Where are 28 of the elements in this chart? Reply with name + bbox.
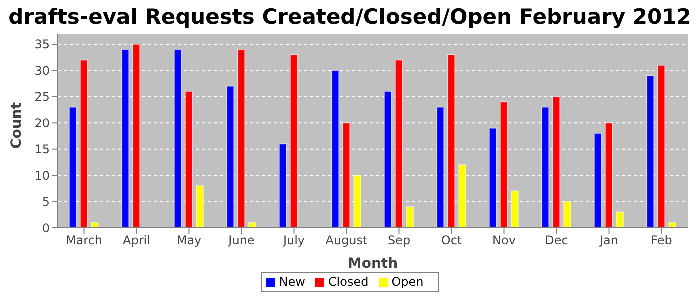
y-tick-label: 0 (42, 221, 50, 236)
chart-title: drafts-eval Requests Created/Closed/Open February 2012 (8, 4, 692, 30)
y-tick-label: 35 (34, 38, 50, 52)
x-tick-label: August (326, 234, 368, 248)
bar (406, 206, 414, 228)
x-tick-label: March (66, 234, 103, 248)
legend-label: Closed (328, 275, 369, 289)
legend-label: Open (392, 275, 424, 289)
x-axis-title: Month (348, 256, 398, 272)
x-tick-label: Jan (599, 234, 618, 248)
y-tick-label: 5 (42, 195, 50, 210)
x-tick-label: Dec (545, 234, 568, 248)
y-tick-label: 25 (34, 90, 50, 104)
x-tick-label: Feb (651, 234, 672, 248)
legend-label: New (279, 275, 306, 289)
y-tick-label: 20 (34, 116, 50, 130)
x-tick-label: June (228, 234, 255, 248)
x-tick-label: May (176, 234, 202, 248)
y-tick-label: 30 (34, 64, 50, 78)
y-tick-label: 15 (34, 142, 50, 157)
x-tick-label: July (282, 234, 306, 248)
y-tick-label: 10 (34, 168, 50, 183)
x-tick-label: Oct (441, 234, 462, 248)
y-axis-title: Count (8, 102, 25, 149)
bar (616, 212, 624, 228)
x-tick-label: Nov (492, 234, 516, 248)
x-tick-label: Sep (388, 234, 411, 248)
x-tick-label: April (123, 234, 150, 248)
